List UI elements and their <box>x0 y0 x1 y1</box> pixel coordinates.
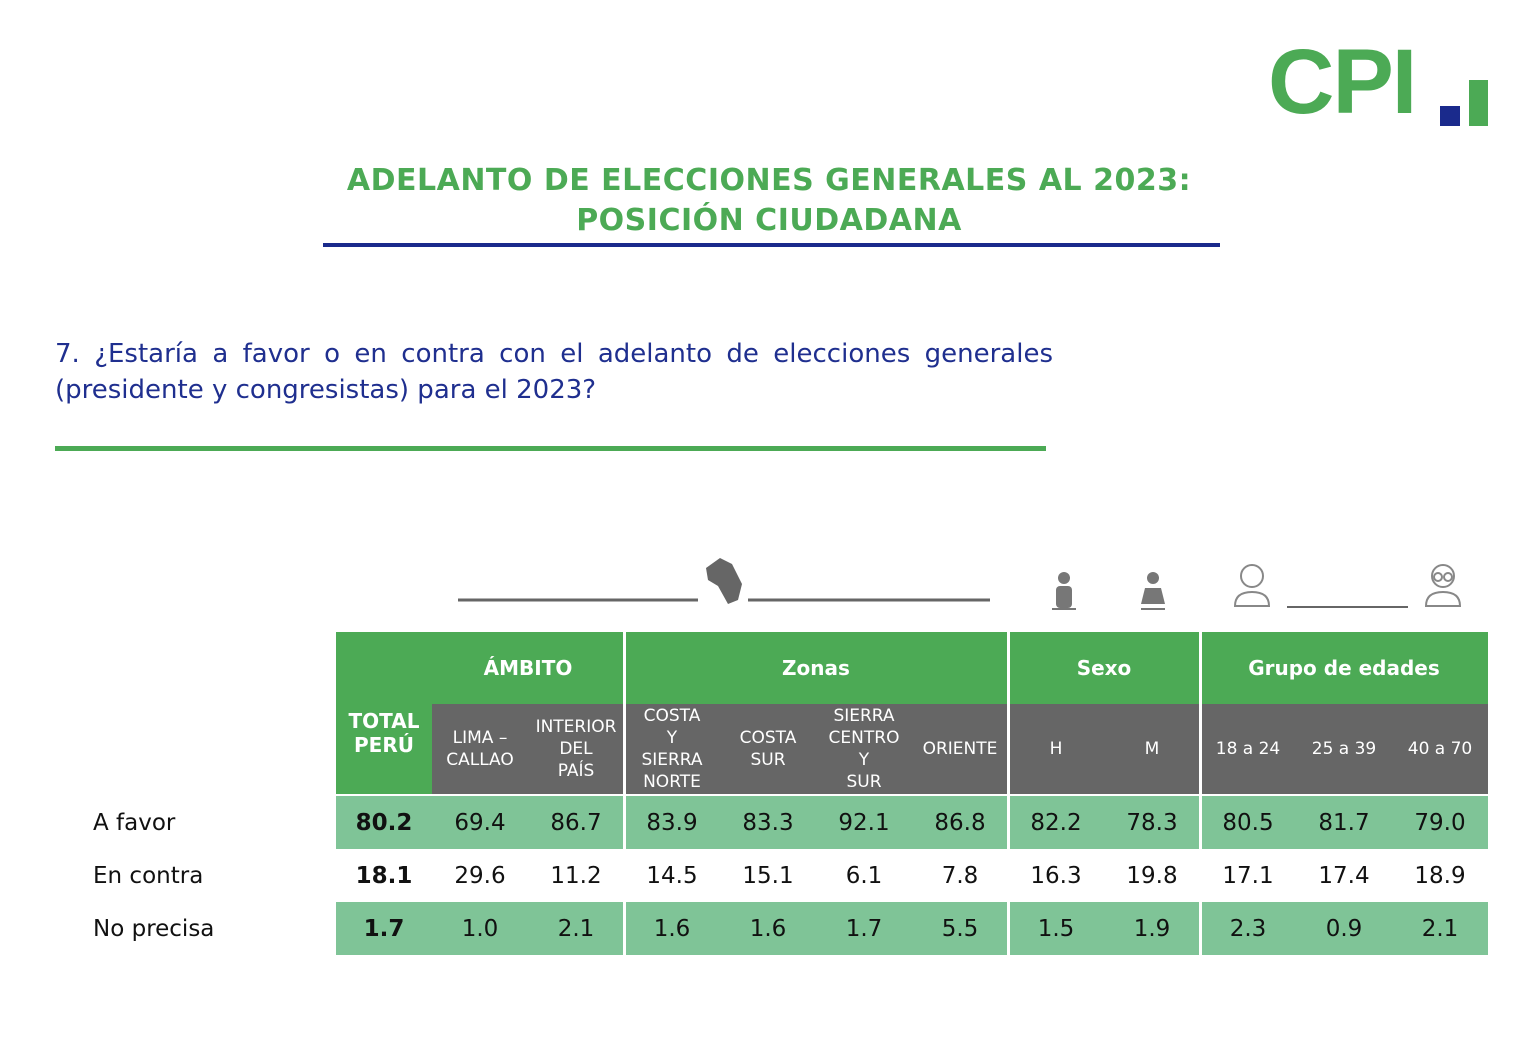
value-cell: 2.1 <box>528 902 624 955</box>
column-header: M <box>1104 704 1200 794</box>
title-line: ADELANTO DE ELECCIONES GENERALES AL 2023… <box>346 163 1192 198</box>
header-line: TOTAL <box>348 709 420 733</box>
header-line: COSTA <box>643 706 701 726</box>
value-cell: 86.7 <box>528 796 624 849</box>
value-cell: 83.9 <box>624 796 720 849</box>
logo: CPI <box>1268 31 1417 133</box>
logo-bar <box>1469 80 1488 126</box>
column-separator <box>1007 632 1010 955</box>
header-line: PERÚ <box>354 733 414 757</box>
value-cell: 0.9 <box>1296 902 1392 955</box>
column-header: SIERRA CENTRO Y SUR <box>816 704 912 794</box>
value-cell: 1.5 <box>1008 902 1104 955</box>
header-line: SUR <box>750 750 786 770</box>
total-cell: 18.1 <box>355 862 413 889</box>
value-cell: 7.8 <box>941 862 979 889</box>
header-line: INTERIOR <box>535 717 617 737</box>
value-cell: 17.1 <box>1222 862 1274 889</box>
header-line: PAÍS <box>557 761 595 781</box>
header-line: 25 a 39 <box>1311 739 1377 759</box>
value-cell: 86.8 <box>912 796 1008 849</box>
column-header: ORIENTE <box>912 704 1008 794</box>
total-cell: 80.2 <box>336 796 432 849</box>
value-cell: 92.1 <box>816 796 912 849</box>
column-header: 18 a 24 <box>1200 704 1296 794</box>
value-cell: 1.6 <box>720 902 816 955</box>
column-header: COSTA Y SIERRA NORTE <box>624 704 720 794</box>
row-label: No precisa <box>93 915 215 942</box>
header-line: SIERRA <box>641 750 703 770</box>
value-cell: 2.1 <box>1392 902 1488 955</box>
column-header: INTERIOR DEL PAÍS <box>528 704 624 794</box>
title-rule <box>323 243 1220 247</box>
column-header: LIMA – CALLAO <box>432 704 528 794</box>
value-cell: 18.9 <box>1414 862 1466 889</box>
header-line: 18 a 24 <box>1215 739 1281 759</box>
column-header: 40 a 70 <box>1392 704 1488 794</box>
column-header: COSTA SUR <box>720 704 816 794</box>
value-cell: 1.9 <box>1104 902 1200 955</box>
value-cell: 19.8 <box>1126 862 1178 889</box>
column-header: 25 a 39 <box>1296 704 1392 794</box>
group-header: Zonas <box>624 632 1008 704</box>
total-cell: 1.7 <box>336 902 432 955</box>
title-line: POSICIÓN CIUDADANA <box>576 203 962 238</box>
header-line: CALLAO <box>446 750 514 770</box>
value-cell: 17.4 <box>1318 862 1370 889</box>
icons <box>458 558 1462 610</box>
value-cell: 1.7 <box>816 902 912 955</box>
header-line: SIERRA <box>833 706 895 726</box>
column-separator <box>1199 632 1202 955</box>
logo-bar <box>1440 106 1460 126</box>
header-line: LIMA – <box>452 728 508 748</box>
header-line: M <box>1144 739 1160 759</box>
value-cell: 15.1 <box>742 862 794 889</box>
row-label: En contra <box>93 862 204 889</box>
header-line: H <box>1049 739 1063 759</box>
column-separator <box>623 632 626 955</box>
question-rule <box>55 446 1046 451</box>
value-cell: 2.3 <box>1200 902 1296 955</box>
value-cell: 69.4 <box>432 796 528 849</box>
group-header: ÁMBITO <box>432 632 624 704</box>
column-header: H <box>1008 704 1104 794</box>
group-header: Grupo de edades <box>1200 632 1488 704</box>
total-header: TOTAL PERÚ <box>336 632 432 794</box>
header-line: Y <box>666 728 678 748</box>
header-line: CENTRO <box>828 728 900 748</box>
header-line: 40 a 70 <box>1407 739 1473 759</box>
header-line: SUR <box>846 772 882 792</box>
value-cell: 16.3 <box>1030 862 1082 889</box>
value-cell: 82.2 <box>1008 796 1104 849</box>
header-line: DEL <box>559 739 593 759</box>
header-line: Y <box>858 750 870 770</box>
value-cell: 6.1 <box>845 862 883 889</box>
value-cell: 1.6 <box>624 902 720 955</box>
header-line: ORIENTE <box>922 739 998 759</box>
value-cell: 78.3 <box>1104 796 1200 849</box>
value-cell: 1.0 <box>432 902 528 955</box>
value-cell: 11.2 <box>550 862 602 889</box>
value-cell: 83.3 <box>720 796 816 849</box>
value-cell: 80.5 <box>1200 796 1296 849</box>
header-line: COSTA <box>739 728 797 748</box>
row-label: A favor <box>93 809 176 836</box>
question: 7. ¿Estaría a favor o en contra con el a… <box>55 339 1053 405</box>
value-cell: 14.5 <box>646 862 698 889</box>
value-cell: 29.6 <box>454 862 506 889</box>
group-header: Sexo <box>1008 632 1200 704</box>
value-cell: 79.0 <box>1392 796 1488 849</box>
header-line: NORTE <box>643 772 701 792</box>
value-cell: 81.7 <box>1296 796 1392 849</box>
value-cell: 5.5 <box>912 902 1008 955</box>
